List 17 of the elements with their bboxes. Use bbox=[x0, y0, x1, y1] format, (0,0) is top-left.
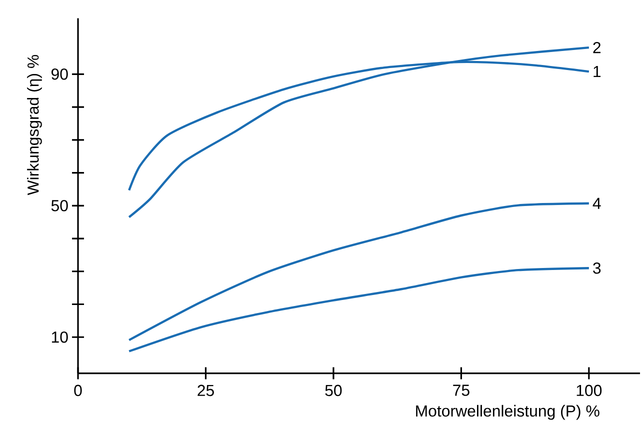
x-axis-title: Motorwellenleistung (P) % bbox=[416, 404, 600, 420]
line-series bbox=[128, 46, 590, 218]
y-tick-label: 50 bbox=[51, 200, 68, 212]
series-label: 2 bbox=[593, 42, 601, 54]
series-label: 1 bbox=[594, 66, 601, 78]
y-tick-label: 10 bbox=[52, 331, 68, 343]
x-tick-label: 100 bbox=[576, 384, 602, 396]
series-label: 4 bbox=[592, 198, 601, 209]
x-tick-label: 25 bbox=[198, 384, 214, 396]
x-tick-label: 50 bbox=[325, 384, 342, 396]
line-series bbox=[128, 267, 590, 352]
y-tick-label: 90 bbox=[52, 68, 68, 80]
series-label: 3 bbox=[593, 262, 601, 274]
line-series bbox=[128, 202, 590, 342]
x-tick-label: 75 bbox=[453, 384, 470, 396]
x-tick-label: 0 bbox=[74, 384, 82, 396]
y-axis-title: Wirkungsgrad (η) % bbox=[27, 54, 42, 196]
